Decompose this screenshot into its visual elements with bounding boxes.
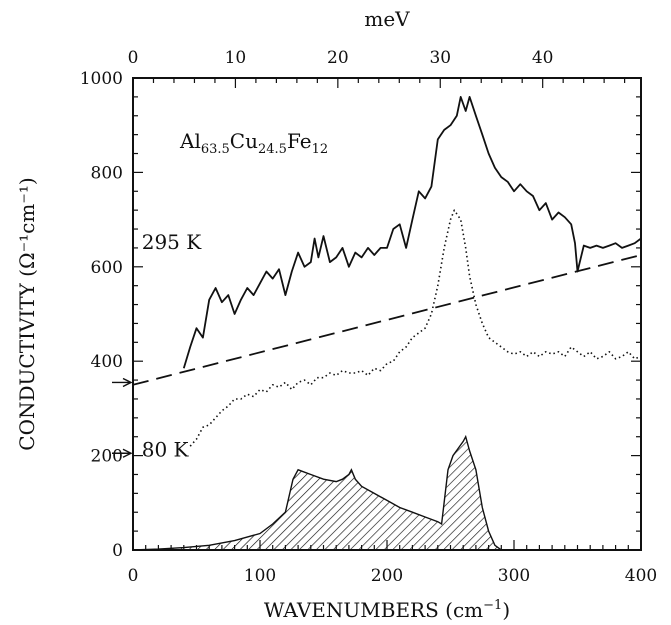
x-tick-label: 300 xyxy=(498,566,530,586)
y-axis-arrows xyxy=(112,377,133,458)
x-tick-label: 400 xyxy=(625,566,657,586)
top-tick-label: 10 xyxy=(225,48,247,68)
composition-formula: Al63.5Cu24.5Fe12 xyxy=(179,129,328,157)
x-tick-label: 0 xyxy=(128,566,139,586)
y-tick-label: 800 xyxy=(91,163,123,183)
y-tick-label: 600 xyxy=(91,258,123,278)
y-axis-title: CONDUCTIVITY (Ω⁻¹cm⁻¹) xyxy=(15,177,39,450)
series-80k-area xyxy=(133,434,503,550)
top-tick-label: 30 xyxy=(429,48,451,68)
y-tick-label: 400 xyxy=(91,352,123,372)
y-tick-label: 0 xyxy=(112,541,123,561)
y-tick-label: 1000 xyxy=(80,69,123,89)
x-tick-label: 100 xyxy=(244,566,276,586)
y-tick-label: 200 xyxy=(91,447,123,467)
series-295k-line xyxy=(182,96,641,369)
top-axis-title: meV xyxy=(364,7,410,31)
axis-arrow-head xyxy=(122,448,133,458)
x-axis-title: WAVENUMBERS (cm−1) xyxy=(264,598,510,622)
axis-arrow-head xyxy=(122,377,133,388)
x-tick-label: 200 xyxy=(371,566,403,586)
temperature-label: 80 K xyxy=(142,438,190,462)
drude-dashed-line xyxy=(133,254,641,386)
top-tick-label: 20 xyxy=(327,48,349,68)
top-tick-label: 40 xyxy=(532,48,554,68)
difference-dotted-line xyxy=(189,209,641,447)
temperature-label: 295 K xyxy=(142,230,203,254)
series-layer xyxy=(133,96,641,550)
plot-area xyxy=(132,77,642,551)
temperature-annotations: 295 K 80 K xyxy=(142,230,203,462)
top-tick-label: 0 xyxy=(128,48,139,68)
